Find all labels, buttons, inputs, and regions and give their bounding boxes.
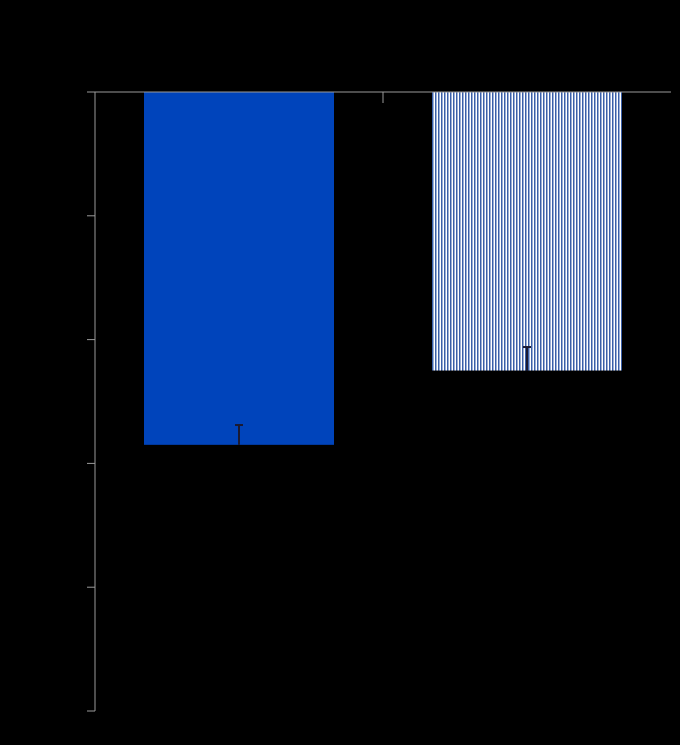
- axes-layer: [87, 91, 671, 712]
- bar-2: [432, 92, 622, 371]
- error-bars-layer: [235, 346, 531, 445]
- bar-1: [144, 92, 334, 445]
- bars-layer: [144, 92, 622, 445]
